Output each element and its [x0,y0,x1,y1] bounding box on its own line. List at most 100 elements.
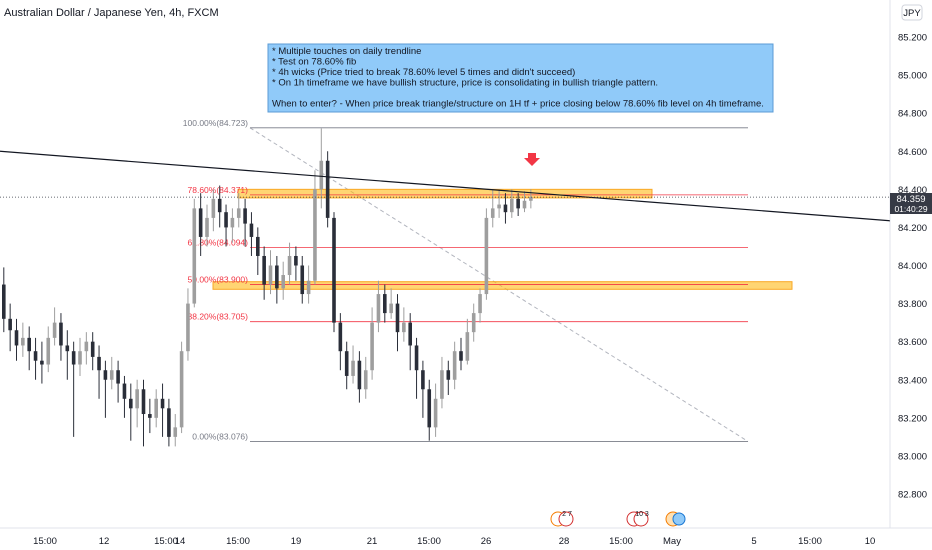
candle [389,288,393,319]
candle [8,303,12,352]
event-icon[interactable]: 2 7 [550,511,574,527]
candle [370,307,374,380]
time-tick-label: May [663,536,681,547]
candle [33,337,38,380]
candle [433,383,438,437]
candle [217,185,222,228]
candle [90,332,95,371]
candle [40,341,44,384]
candle [154,389,158,428]
candle [141,379,146,447]
note-line: * 4h wicks (Price tried to break 78.60% … [272,67,575,78]
current-price-value: 84.359 [896,194,925,205]
time-tick-label: 15:00 [154,536,178,547]
candle [109,356,114,390]
fib-retracement[interactable]: 100.00%(84.723) 78.60%(84.371) 61.80%(84.0… [183,118,748,442]
price-axis[interactable]: 85.200 85.000 84.800 84.600 84.400 84.200 84.0… [898,33,927,501]
candle [383,284,387,323]
candle [427,379,432,441]
candle [402,307,406,342]
candle [313,170,317,285]
time-tick-label: 19 [291,536,302,547]
arrow-down-icon [524,153,540,166]
price-tick-label: 82.800 [898,490,927,501]
time-tick-label: 12 [99,536,110,547]
candle [408,313,412,371]
event-count: 10 3 [635,511,649,518]
time-tick-label: 26 [481,536,492,547]
candle [179,341,184,434]
candle [281,261,285,300]
candle [243,198,247,247]
candle [230,208,235,243]
price-tick-label: 84.200 [898,223,927,234]
candle [192,198,197,308]
candle [306,265,311,304]
candle [71,341,76,437]
candle [65,330,70,380]
candle [262,246,266,300]
time-tick-label: 14 [175,536,186,547]
time-tick-label: 15:00 [226,536,250,547]
candle [344,341,349,390]
candles-layer [2,128,533,447]
candle [490,189,495,228]
currency-label: JPY [903,8,921,19]
candle [440,356,444,409]
events-layer[interactable]: 2 7 10 3 [550,511,686,527]
time-tick-label: 10 [865,536,876,547]
candle [357,351,362,403]
candle [59,313,63,361]
price-countdown: 01:40:29 [894,204,927,214]
fib-level[interactable]: 0.00%(83.076) [192,431,748,442]
candle [484,208,489,300]
time-tick-label: 15:00 [33,536,57,547]
fib-level-label: 50.00%(83.900) [188,275,249,285]
event-count: 2 7 [562,511,572,518]
candle [446,360,451,395]
price-tick-label: 83.200 [898,413,927,424]
currency-badge[interactable]: JPY [901,4,923,21]
price-tick-label: 84.400 [898,185,927,196]
fib-level[interactable]: 61.80%(84.094) [188,238,749,249]
candle [160,383,165,437]
supply-zone[interactable] [237,188,653,199]
candle [478,288,482,323]
fib-level-label: 0.00%(83.076) [192,431,248,441]
earnings-icon[interactable] [665,511,686,527]
candle [376,280,381,333]
candle [471,303,476,342]
candle [21,322,25,357]
candle [103,360,108,418]
zones-layer [212,188,793,290]
fib-level[interactable]: 100.00%(84.723) [183,118,748,129]
candle [46,326,51,373]
price-tick-label: 84.800 [898,109,927,120]
candle [268,250,273,295]
supply-zone[interactable] [212,281,793,290]
candle [465,318,470,365]
price-tick-label: 85.200 [898,33,927,44]
candle [319,128,324,209]
candle [338,313,343,371]
candle [287,242,292,285]
candle [275,255,279,304]
candle [78,337,82,376]
candle [294,246,298,281]
candle [351,345,355,384]
daily-trendline[interactable] [0,150,891,222]
time-tick-label: 15:00 [609,536,633,547]
candle [135,379,139,428]
fib-level-label: 61.80%(84.094) [188,238,249,248]
note-box[interactable]: * Multiple touches on daily trendline* T… [267,43,774,113]
candle [198,193,203,256]
candle [97,345,101,399]
candle [256,227,260,276]
candle [510,189,514,218]
candle [395,294,400,352]
candle [459,337,463,371]
candle [116,360,120,403]
event-icon[interactable]: 10 3 [626,511,649,527]
